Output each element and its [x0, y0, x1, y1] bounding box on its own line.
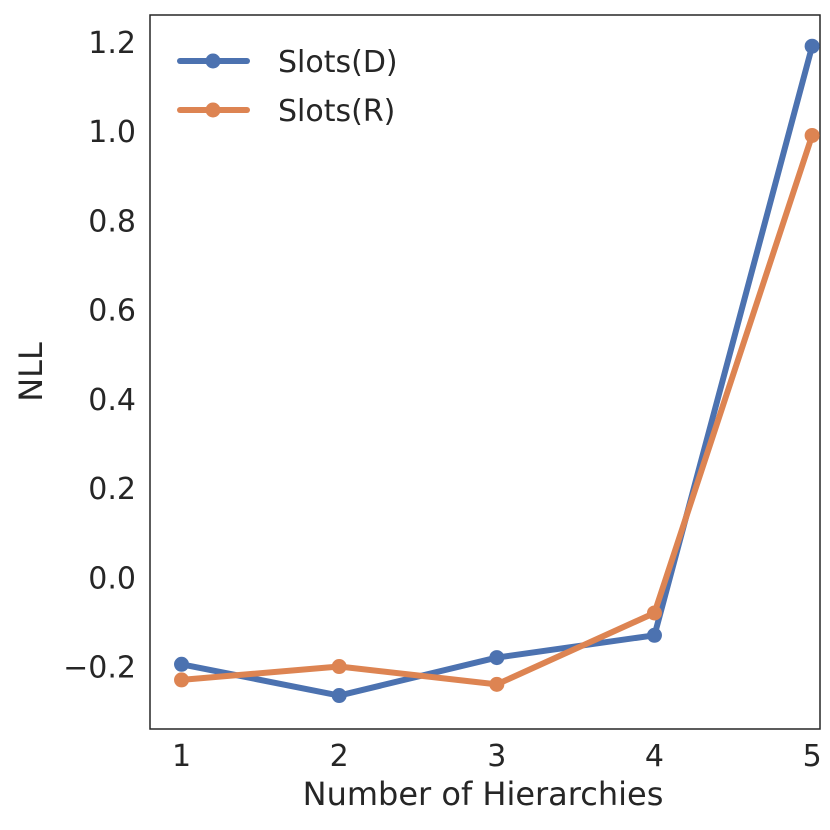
legend-item: Slots(D) [177, 45, 398, 80]
x-axis-label: Number of Hierarchies [303, 775, 664, 813]
y-tick-label: −0.2 [63, 651, 136, 686]
x-axis: 1 2 3 4 5 [172, 739, 822, 774]
y-tick-label: 1.0 [88, 115, 136, 150]
data-point [646, 627, 662, 643]
legend-item: Slots(R) [177, 94, 395, 129]
y-tick-label: 0.6 [88, 294, 136, 329]
data-point [489, 676, 505, 692]
x-tick-label: 3 [487, 739, 506, 774]
series-layer [174, 38, 820, 704]
plot-area [149, 14, 821, 730]
y-tick-label: 1.2 [88, 26, 136, 61]
y-tick-label: 0.8 [88, 204, 136, 239]
data-point [489, 650, 505, 666]
y-tick-label: 0.4 [88, 383, 136, 418]
y-axis-label: NLL [12, 342, 50, 402]
y-tick-label: 0.2 [88, 472, 136, 507]
x-tick-label: 2 [330, 739, 349, 774]
y-axis: −0.2 0.0 0.2 0.4 0.6 0.8 1.0 1.2 [63, 26, 136, 686]
legend-label: Slots(D) [278, 45, 398, 80]
data-point [331, 659, 347, 675]
x-tick-label: 4 [645, 739, 664, 774]
legend-label: Slots(R) [278, 94, 395, 129]
x-tick-label: 1 [172, 739, 191, 774]
data-point [804, 127, 820, 143]
x-tick-label: 5 [803, 739, 822, 774]
data-point [646, 605, 662, 621]
data-point [174, 672, 190, 688]
series-1 [174, 127, 820, 692]
y-tick-label: 0.0 [88, 561, 136, 596]
series-0 [174, 38, 820, 704]
legend-marker [205, 102, 221, 118]
data-point [331, 688, 347, 704]
legend: Slots(D) Slots(R) [177, 45, 398, 129]
data-point [174, 656, 190, 672]
legend-marker [205, 53, 221, 69]
data-point [804, 38, 820, 54]
